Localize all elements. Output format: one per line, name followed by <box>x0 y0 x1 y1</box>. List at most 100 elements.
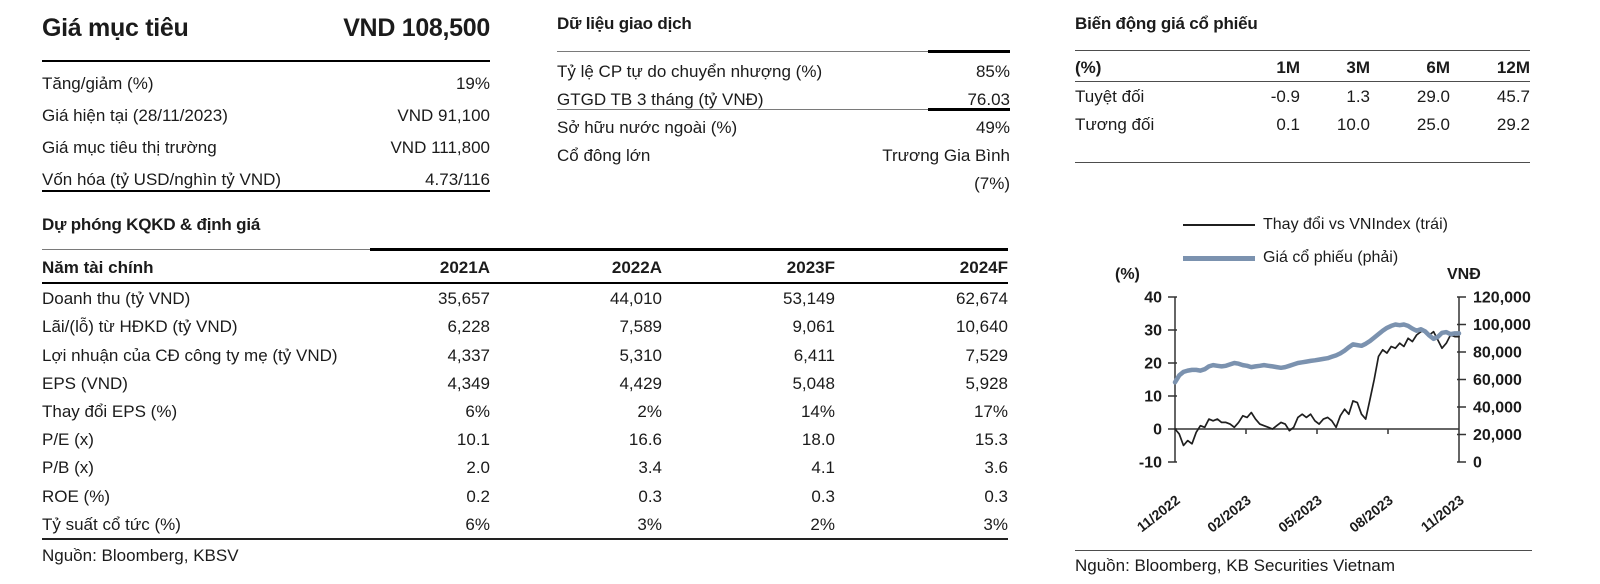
row-value: 7,529 <box>965 345 1008 365</box>
legend-label-vnindex: Thay đổi vs VNIndex (trái) <box>1263 216 1448 233</box>
row-value: 29.0 <box>1416 87 1450 106</box>
row-value: 5,928 <box>965 373 1008 393</box>
column-header: 1M <box>1276 58 1300 77</box>
legend-label-price: Giá cổ phiếu (phải) <box>1263 249 1399 266</box>
table-row: Tuyệt đối -0.9 1.3 29.0 45.7 <box>1075 82 1530 110</box>
row-label: ROE (%) <box>42 486 110 506</box>
row-value: 18.0 <box>801 430 835 450</box>
price-movement-section: Biến động giá cổ phiếu (%) 1M 3M 6M 12M Tuyệ… <box>1075 14 1530 163</box>
row-label: Giá mục tiêu thị trường <box>42 138 217 157</box>
row-label: EPS (VND) <box>42 373 128 393</box>
row-value: 9,061 <box>792 317 835 337</box>
forecast-header: Dự phóng KQKD & định giá <box>42 215 1008 248</box>
column-header: 3M <box>1346 58 1370 77</box>
row-label: Lợi nhuận của CĐ công ty mẹ (tỷ VND) <box>42 345 338 365</box>
table-row: Doanh thu (tỷ VND) 35,657 44,010 53,149 62,6… <box>42 285 1008 313</box>
row-value: 2% <box>810 514 835 534</box>
row-value: (7%) <box>974 174 1010 193</box>
row-value: VND 111,800 <box>390 138 490 157</box>
table-row: Giá hiện tại (28/11/2023) VND 91,100 <box>42 94 490 126</box>
price-movement-title: Biến động giá cổ phiếu <box>1075 14 1258 33</box>
dual-axis-line-chart: 40 30 20 10 0 -10 120,000 100,000 80,000 60,000 40… <box>1134 290 1531 536</box>
forecast-rows: Doanh thu (tỷ VND) 35,657 44,010 53,149 62,6… <box>42 284 1008 539</box>
target-price-rows: Tăng/giảm (%) 19% Giá hiện tại (28/11/2023… <box>42 62 490 190</box>
trading-data-header: Dữ liệu giao dịch <box>557 14 1010 50</box>
svg-text:11/2023: 11/2023 <box>1418 492 1467 535</box>
row-value: 62,674 <box>956 289 1008 309</box>
divider <box>557 50 1010 53</box>
table-row: Lợi nhuận của CĐ công ty mẹ (tỷ VND) 4,33… <box>42 341 1008 369</box>
divider <box>557 108 1010 111</box>
row-value: 0.1 <box>1276 115 1300 134</box>
row-value: 2% <box>637 401 662 421</box>
row-value: 76.03 <box>967 90 1010 109</box>
row-label: Vốn hóa (tỷ USD/nghìn tỷ VND) <box>42 170 282 189</box>
svg-text:0: 0 <box>1473 455 1482 472</box>
svg-text:40: 40 <box>1144 290 1162 307</box>
row-value: 1.3 <box>1346 87 1370 106</box>
svg-text:20,000: 20,000 <box>1473 427 1522 444</box>
row-value: 45.7 <box>1496 87 1530 106</box>
row-label: Tỷ lệ CP tự do chuyển nhượng (%) <box>557 62 823 81</box>
row-value: 6% <box>465 401 490 421</box>
svg-text:100,000: 100,000 <box>1473 317 1531 334</box>
target-price-header: Giá mục tiêu VND 108,500 <box>42 14 490 60</box>
vnindex-line-swatch <box>1183 224 1255 226</box>
row-value: 0.3 <box>984 486 1008 506</box>
column-header: (%) <box>1075 58 1102 77</box>
table-row: P/B (x) 2.0 3.4 4.1 3.6 <box>42 454 1008 482</box>
row-label: Cổ đông lớn <box>557 146 651 165</box>
divider <box>42 248 1008 251</box>
forecast-title: Dự phóng KQKD & định giá <box>42 215 261 234</box>
row-label: Thay đổi EPS (%) <box>42 401 178 421</box>
row-value: 6% <box>465 514 490 534</box>
table-row: ROE (%) 0.2 0.3 0.3 0.3 <box>42 482 1008 510</box>
forecast-source: Nguồn: Bloomberg, KBSV <box>42 538 1008 566</box>
row-value: 10.0 <box>1336 115 1370 134</box>
target-price-section: Giá mục tiêu VND 108,500 Tăng/giảm (%) 19… <box>42 14 490 192</box>
row-value: 0.3 <box>811 486 835 506</box>
table-row: P/E (x) 10.1 16.6 18.0 15.3 <box>42 426 1008 454</box>
divider <box>42 282 1008 284</box>
svg-text:30: 30 <box>1144 323 1162 340</box>
row-label: Lãi/(lỗ) từ HĐKD (tỷ VND) <box>42 317 238 337</box>
price-movement-rows: Tuyệt đối -0.9 1.3 29.0 45.7 Tương đối 0.1 10.0… <box>1075 82 1530 138</box>
row-value: 5,310 <box>619 345 662 365</box>
row-label: Tỷ suất cổ tức (%) <box>42 514 181 534</box>
table-row: Tương đối 0.1 10.0 25.0 29.2 <box>1075 110 1530 138</box>
trading-data-title: Dữ liệu giao dịch <box>557 14 692 33</box>
row-value: 14% <box>800 401 835 421</box>
row-value: 4,337 <box>447 345 490 365</box>
left-axis-caption: (%) <box>1115 266 1140 283</box>
row-value: 49% <box>975 118 1010 137</box>
row-value: 16.6 <box>628 430 662 450</box>
divider <box>1075 162 1530 163</box>
svg-text:60,000: 60,000 <box>1473 372 1522 389</box>
row-value: 17% <box>973 401 1008 421</box>
row-value: Trương Gia Bình <box>882 146 1010 165</box>
forecast-section: Dự phóng KQKD & định giá Năm tài chính 20… <box>42 215 1008 539</box>
row-value: 4,349 <box>447 373 490 393</box>
column-header: 12M <box>1496 58 1530 77</box>
price-movement-column-headers: (%) 1M 3M 6M 12M <box>1075 51 1530 81</box>
row-value: 4.73/116 <box>425 170 490 189</box>
table-row: Vốn hóa (tỷ USD/nghìn tỷ VND) 4.73/116 <box>42 158 490 190</box>
table-row: Giá mục tiêu thị trường VND 111,800 <box>42 126 490 158</box>
row-value: 3% <box>637 514 662 534</box>
column-header: 2024F <box>959 258 1008 277</box>
svg-text:-10: -10 <box>1139 455 1162 472</box>
price-chart: Thay đổi vs VNIndex (trái) Giá cổ phiếu … <box>1075 210 1575 545</box>
row-value: 4,429 <box>619 373 662 393</box>
row-label: Doanh thu (tỷ VND) <box>42 289 191 309</box>
row-value: 10,640 <box>956 317 1008 337</box>
row-label: Tuyệt đối <box>1075 87 1145 106</box>
row-value: 25.0 <box>1416 115 1450 134</box>
row-value: 2.0 <box>466 458 490 478</box>
row-value: 0.3 <box>638 486 662 506</box>
row-value: 5,048 <box>792 373 835 393</box>
trading-data-section: Dữ liệu giao dịch Tỷ lệ CP tự do chuyển … <box>557 14 1010 194</box>
svg-text:02/2023: 02/2023 <box>1204 492 1254 536</box>
row-value: 0.2 <box>466 486 490 506</box>
divider <box>42 60 490 62</box>
